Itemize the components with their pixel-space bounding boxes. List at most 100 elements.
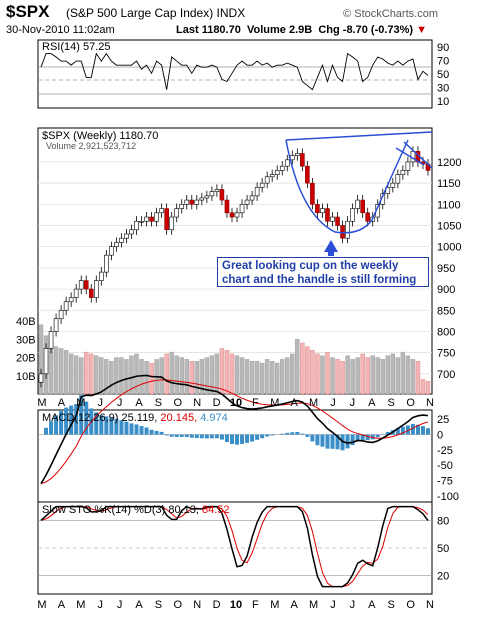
macd-histogram-bar — [335, 434, 340, 450]
month-label: M — [76, 397, 85, 409]
macd-histogram-bar — [214, 434, 219, 439]
macd-histogram-bar — [219, 434, 224, 440]
macd-histogram-bar — [320, 434, 325, 447]
macd-histogram-bar — [330, 434, 335, 449]
volume-bar — [350, 359, 355, 395]
macd-histogram-bar — [405, 425, 410, 435]
macd-tick-label: -25 — [437, 445, 453, 457]
macd-histogram-bar — [99, 415, 104, 435]
volume-bar — [290, 353, 295, 395]
macd-histogram-bar — [310, 434, 315, 442]
candle-body — [73, 288, 79, 298]
price-tick-label: 900 — [437, 284, 455, 296]
candle-body — [295, 153, 300, 156]
volume-bar — [365, 357, 370, 395]
volume-bar — [209, 355, 215, 395]
price-tick-label: 750 — [437, 348, 455, 360]
month-label: O — [406, 397, 415, 409]
candle-body — [119, 237, 124, 243]
sto-d-line — [40, 506, 429, 588]
month-label: S — [388, 397, 395, 409]
month-label: A — [368, 397, 376, 409]
candle-body — [139, 220, 144, 223]
last-label: Last — [176, 24, 199, 36]
macd-histogram-bar — [189, 434, 194, 438]
macd-histogram-bar — [104, 416, 109, 435]
volume-bar — [280, 359, 285, 395]
quote-date: 30-Nov-2010 11:02am — [6, 24, 115, 36]
volume-tick-label: 30B — [16, 334, 36, 346]
macd-histogram-bar — [365, 434, 370, 441]
month-label: A — [368, 599, 376, 611]
price-tick-label: 1050 — [437, 221, 461, 233]
volume-bar — [254, 361, 260, 395]
macd-histogram-bar — [209, 434, 214, 439]
volume-bar — [300, 342, 305, 395]
volume-bar — [169, 351, 174, 395]
candle-body — [144, 216, 149, 222]
ticker-symbol: $SPX — [6, 2, 50, 21]
sto-label-main: Slow STO %K(14) %D(3) 80.13, — [42, 504, 199, 516]
macd-histogram-bar — [385, 431, 390, 435]
volume-bar — [360, 353, 365, 395]
price-tick-label: 800 — [437, 326, 455, 338]
macd-histogram-bar — [79, 395, 84, 435]
macd-histogram-bar — [199, 434, 204, 439]
candle-body — [48, 331, 54, 349]
volume-bar — [370, 355, 375, 395]
macd-histogram-bar — [260, 434, 265, 439]
candle-body — [99, 271, 104, 281]
volume-label: Volume 2,921,523,712 — [46, 141, 136, 151]
month-label: M — [37, 397, 46, 409]
candle-body — [264, 176, 270, 184]
price-tick-label: 850 — [437, 305, 455, 317]
macd-histogram-bar — [235, 434, 240, 445]
chg-label: Chg — [318, 24, 340, 36]
month-label: N — [426, 397, 434, 409]
month-label: J — [97, 397, 103, 409]
volume-bar — [335, 359, 340, 395]
month-label: N — [193, 397, 201, 409]
volume-bar — [269, 361, 275, 395]
candle-body — [204, 195, 210, 199]
month-label: A — [58, 599, 66, 611]
rim-trendline — [285, 131, 433, 141]
volume-bar — [199, 359, 205, 395]
candle-body — [199, 197, 205, 201]
macd-histogram-bar — [426, 428, 430, 435]
month-label: J — [117, 599, 123, 611]
candle-body — [154, 212, 159, 222]
month-label: M — [309, 599, 318, 611]
last-value: 1180.70 — [201, 24, 241, 36]
volume-bar — [405, 355, 411, 395]
candle-body — [239, 204, 245, 214]
candle-body — [63, 301, 69, 311]
month-label: J — [97, 599, 103, 611]
month-label: F — [252, 397, 259, 409]
month-label: J — [330, 397, 336, 409]
candle-body — [229, 212, 235, 218]
macd-histogram-bar — [280, 433, 285, 435]
macd-histogram-bar — [59, 410, 64, 435]
macd-histogram-bar — [164, 434, 169, 436]
macd-line — [40, 374, 429, 485]
volume-bar — [234, 355, 240, 395]
candle-body — [78, 280, 84, 290]
candle-body — [209, 191, 215, 197]
volume-bar — [305, 346, 310, 395]
month-label: 10 — [230, 397, 242, 409]
rsi-tick-label: 70 — [437, 55, 449, 67]
volume-bar — [310, 350, 315, 395]
candle-body — [254, 187, 260, 197]
candle-body — [164, 208, 169, 231]
month-label: M — [270, 599, 279, 611]
macd-histogram-bar — [169, 434, 174, 437]
candle-body — [244, 199, 250, 205]
volume-bar — [415, 361, 421, 395]
candle-body — [93, 280, 99, 298]
price-tick-label: 1100 — [437, 199, 461, 211]
macd-histogram-bar — [375, 434, 380, 438]
macd-histogram-bar — [119, 420, 124, 435]
candle-body — [174, 208, 180, 218]
